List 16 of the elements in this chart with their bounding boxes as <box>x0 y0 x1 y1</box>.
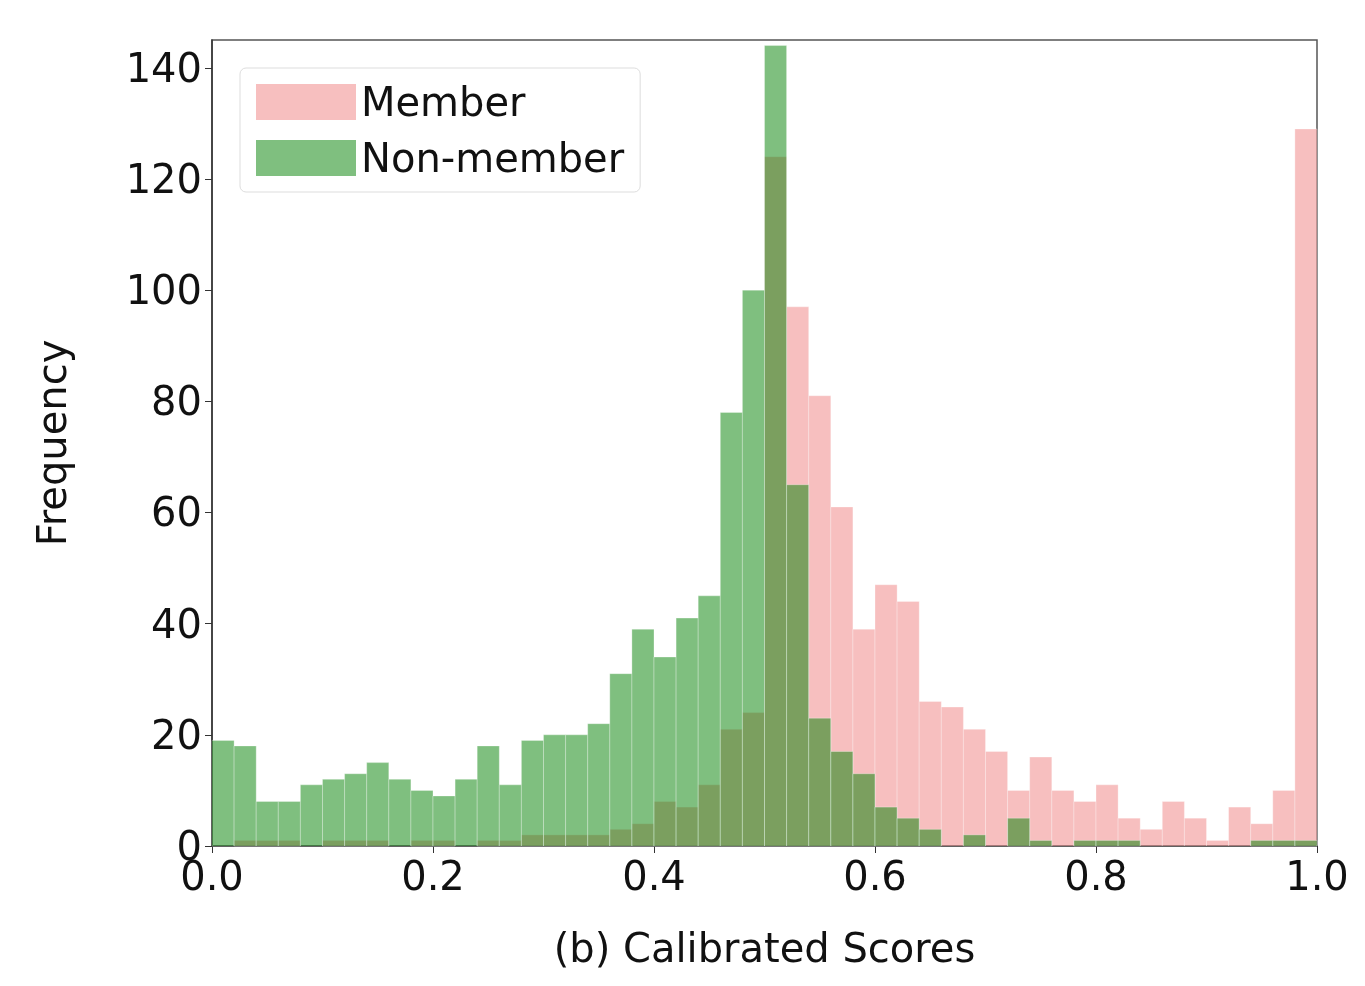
x-tick-label: 0.6 <box>843 853 907 899</box>
x-tick-label: 0.2 <box>401 853 465 899</box>
x-tick-label: 0.4 <box>622 853 686 899</box>
y-tick-label: 20 <box>151 711 202 758</box>
x-tick-label: 0.8 <box>1064 853 1128 899</box>
legend-label: Non-member <box>361 135 625 181</box>
y-tick-label: 100 <box>125 267 202 314</box>
y-tick-label: 80 <box>151 378 202 425</box>
y-axis-title: Frequency <box>29 339 75 547</box>
legend-label: Member <box>361 79 527 125</box>
y-tick-label: 120 <box>125 155 202 202</box>
y-tick-label: 60 <box>151 489 202 536</box>
x-axis-title: (b) Calibrated Scores <box>553 925 976 971</box>
y-tick-label: 140 <box>125 44 202 91</box>
x-tick-label: 1.0 <box>1285 853 1349 899</box>
y-tick-label: 40 <box>151 600 202 647</box>
